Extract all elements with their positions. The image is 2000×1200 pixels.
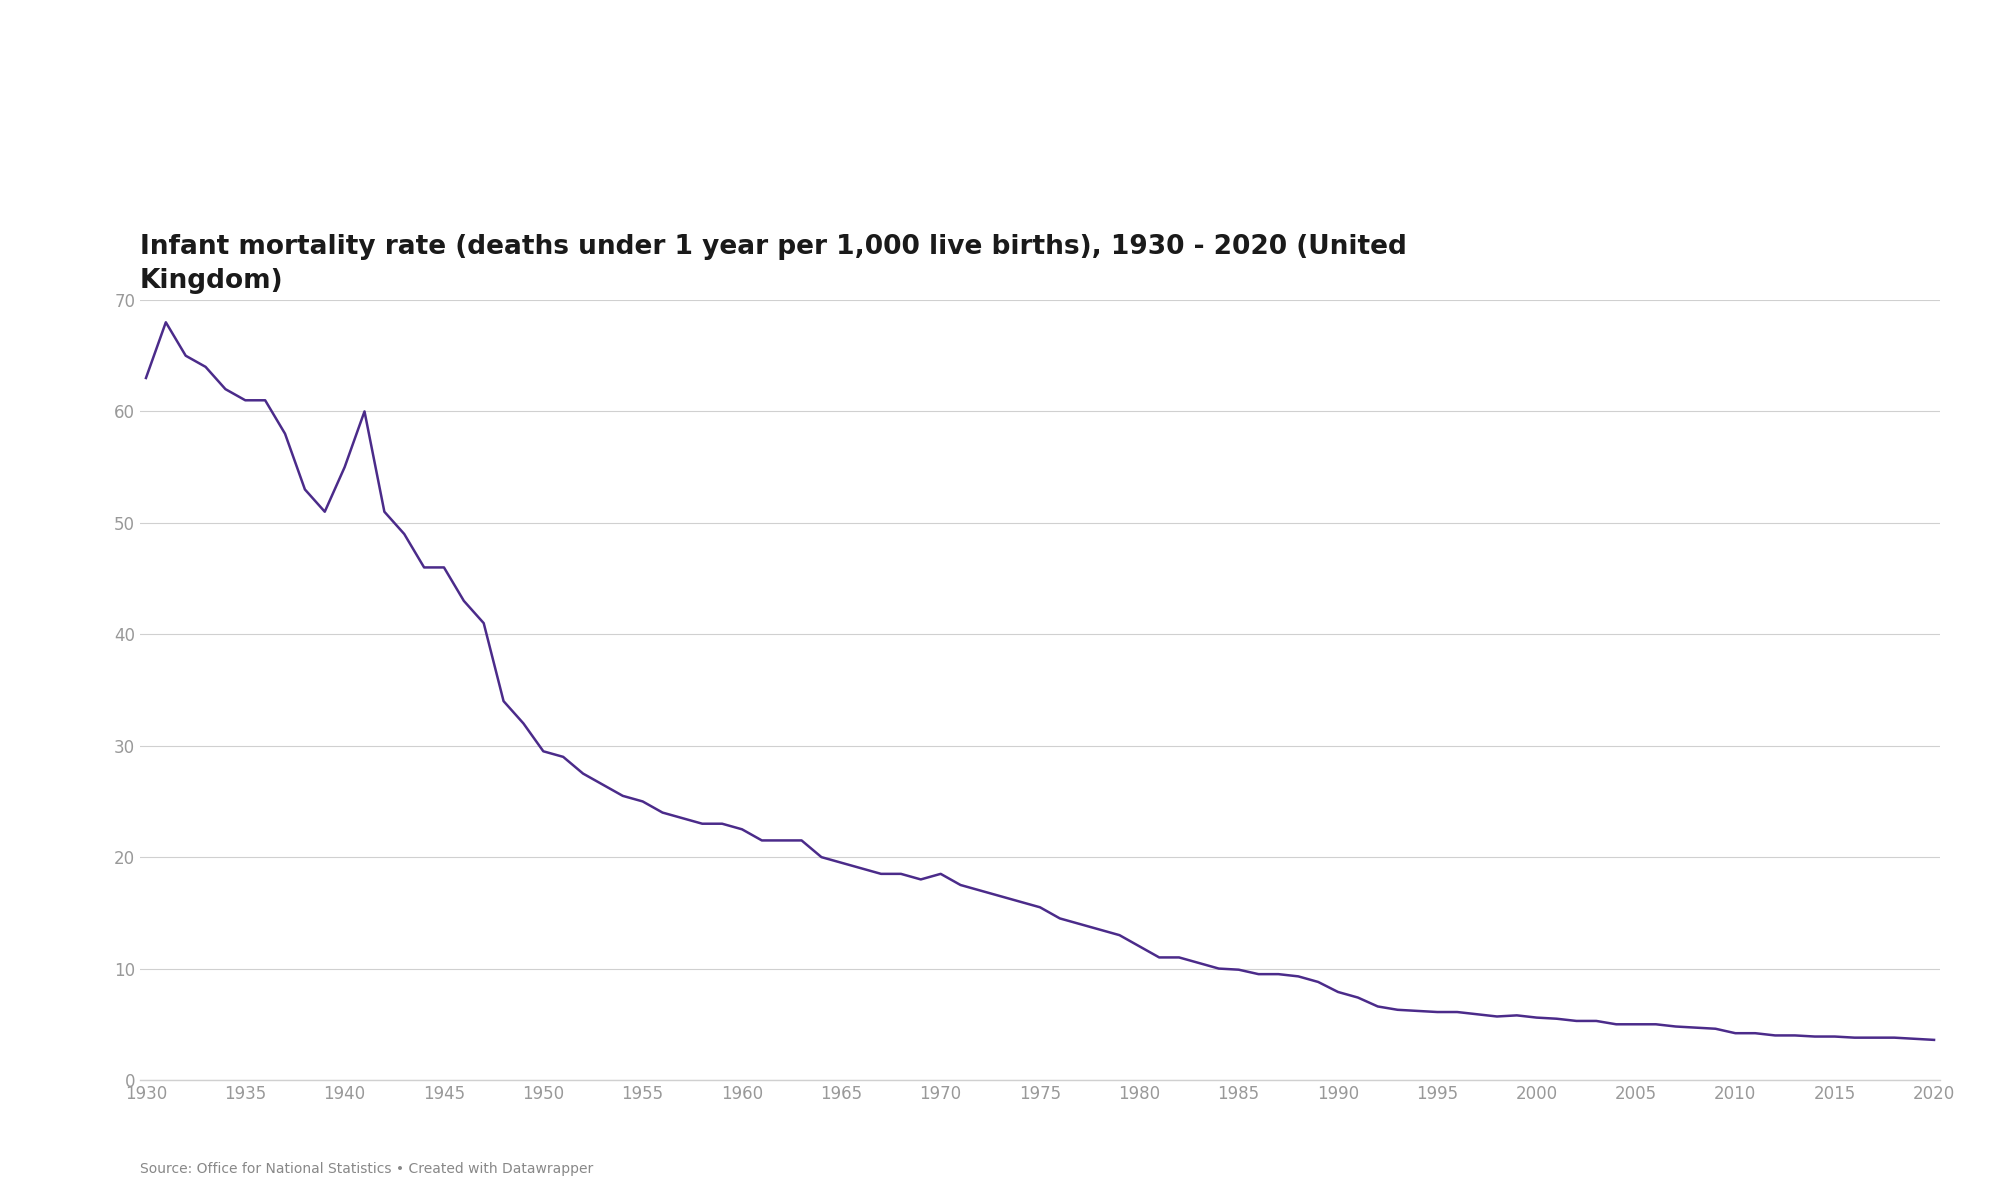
Text: Source: Office for National Statistics • Created with Datawrapper: Source: Office for National Statistics •…	[140, 1162, 594, 1176]
Text: Infant mortality rate (deaths under 1 year per 1,000 live births), 1930 - 2020 (: Infant mortality rate (deaths under 1 ye…	[140, 234, 1406, 294]
